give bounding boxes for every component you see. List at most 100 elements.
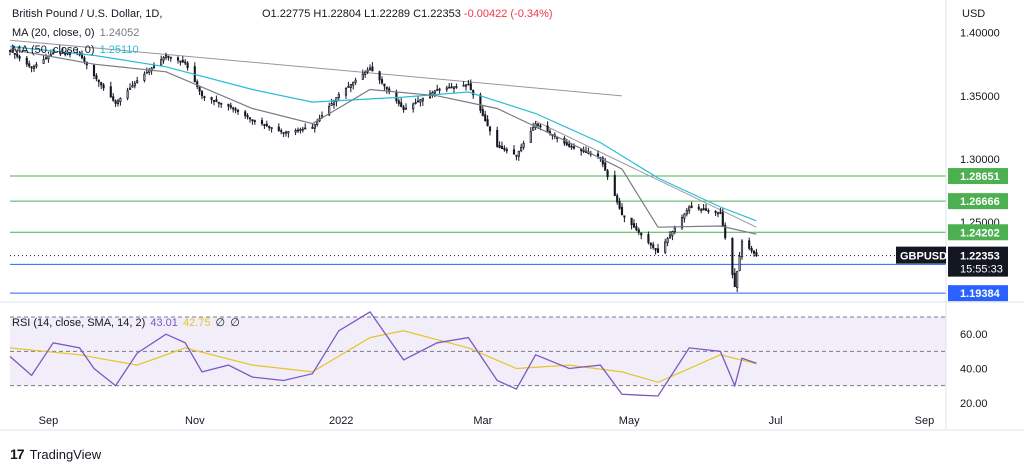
rsi-legend[interactable]: RSI (14, close, SMA, 14, 2) 43.01 42.75 …: [12, 316, 242, 329]
candle-body: [666, 238, 669, 243]
rsi-sma-value: 42.75: [182, 317, 211, 329]
axis-pane: 1.400001.350001.300001.250001.286511.266…: [0, 0, 1024, 431]
candle-body: [136, 80, 139, 83]
candle-body: [462, 84, 465, 87]
last-price-value: 1.22353: [960, 251, 1000, 263]
tradingview-branding[interactable]: 17 TradingView: [10, 446, 101, 462]
candle-body: [49, 54, 52, 56]
candle-body: [517, 150, 520, 157]
ma50-legend[interactable]: MA (50, close, 0) 1.25110: [12, 44, 141, 56]
ma50-line: [9, 45, 757, 222]
ohlc-open: O1.22775: [262, 8, 311, 20]
candle-body: [217, 101, 220, 104]
candle-body: [42, 59, 45, 64]
candle-body: [421, 97, 424, 102]
candle-body: [52, 52, 55, 55]
candle-body: [167, 55, 170, 58]
candle-body: [433, 90, 436, 94]
candle-body: [210, 97, 213, 100]
candle-body: [64, 53, 67, 55]
candle-body: [488, 126, 492, 132]
candle-body: [479, 94, 482, 111]
candle-body: [176, 57, 180, 61]
candle-body: [128, 87, 132, 90]
candle-body: [438, 88, 441, 91]
candle-body: [664, 241, 667, 253]
candle-body: [654, 248, 657, 251]
candle-body: [198, 86, 201, 92]
candle-body: [469, 83, 472, 91]
candle-body: [282, 132, 285, 134]
candle-body: [364, 71, 367, 75]
rsi-pane: [9, 311, 946, 397]
candle-body: [100, 82, 103, 86]
candle-body: [164, 54, 168, 58]
candle-body: [683, 213, 686, 219]
candle-body: [688, 206, 691, 212]
ohlc-change: -0.00422 (-0.34%): [463, 8, 553, 20]
candle-body: [395, 91, 398, 102]
candle-body: [623, 215, 626, 218]
last-price-badge: [948, 246, 1008, 277]
candle-body: [304, 127, 307, 130]
candle-body: [143, 73, 146, 81]
ma50-label: MA (50, close, 0): [12, 44, 95, 56]
time-tick-label: May: [619, 415, 640, 427]
candle-body: [179, 60, 182, 63]
candle-body: [671, 231, 674, 237]
candle-body: [16, 53, 19, 57]
candle-body: [414, 102, 417, 104]
candle-body: [260, 120, 264, 125]
candle-body: [572, 146, 576, 149]
candle-body: [707, 210, 710, 213]
price-tick-label: 1.40000: [960, 28, 1000, 40]
candle-body: [690, 205, 693, 208]
candle-body: [380, 79, 384, 84]
candle-body: [565, 142, 568, 146]
symbol-badge-text: GBPUSD: [900, 251, 947, 263]
candle-body: [637, 229, 640, 233]
candle-body: [498, 145, 501, 148]
candle-body: [481, 109, 484, 116]
candle-body: [220, 102, 223, 105]
rsi-extra-2: ∅: [230, 317, 240, 329]
ohlc-high: H1.22804: [313, 8, 362, 20]
candle-body: [419, 99, 422, 103]
candle-body: [486, 119, 489, 127]
candle-body: [347, 85, 350, 88]
candle-body: [366, 69, 369, 73]
candle-body: [546, 125, 549, 133]
candle-body: [520, 146, 523, 152]
candle-body: [738, 255, 741, 271]
candle-body: [246, 115, 249, 118]
candle-body: [452, 86, 456, 89]
candle-body: [354, 79, 357, 83]
candle-body: [534, 123, 537, 128]
candle-body: [400, 102, 403, 108]
symbol-badge: [896, 246, 946, 264]
candle-body: [652, 244, 655, 248]
candle-body: [59, 52, 62, 55]
candle-body: [632, 223, 636, 228]
candle-body: [649, 242, 652, 246]
candle-body: [265, 123, 268, 127]
candle-body: [13, 53, 16, 55]
time-tick-label: Sep: [915, 415, 935, 427]
candle-body: [673, 227, 676, 232]
candle-body: [496, 129, 499, 147]
candle-body: [68, 53, 72, 56]
candle-body: [229, 105, 232, 108]
candle-body: [700, 209, 703, 211]
candle-body: [724, 224, 727, 239]
candle-body: [635, 226, 638, 231]
ma20-legend[interactable]: MA (20, close, 0) 1.24052: [12, 27, 141, 39]
candle-body: [97, 79, 100, 83]
level-label-box: [948, 285, 1008, 302]
tradingview-logo-icon: 17: [10, 446, 25, 462]
candle-body: [503, 147, 506, 151]
candle-body: [505, 149, 508, 152]
candle-body: [416, 100, 420, 103]
candle-body: [752, 250, 756, 254]
tradingview-brand: TradingView: [29, 446, 102, 462]
